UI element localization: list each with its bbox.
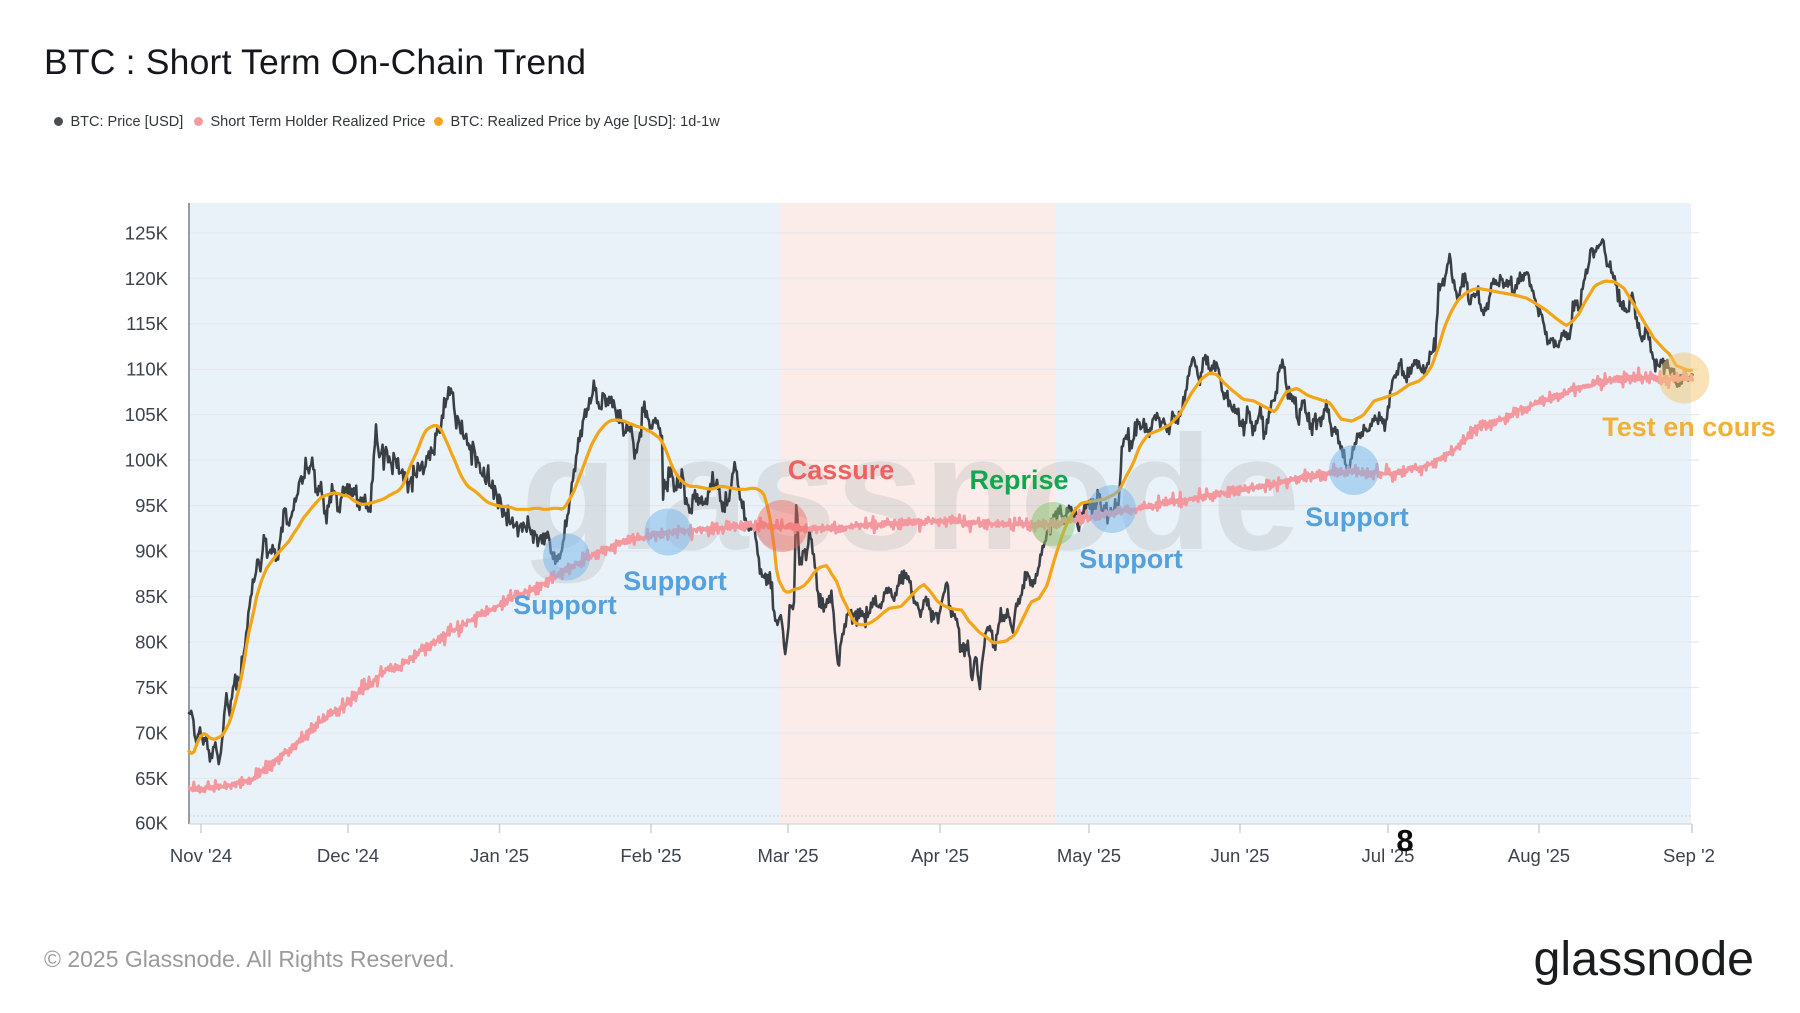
svg-text:Jul '25: Jul '25 xyxy=(1362,845,1415,866)
svg-text:Apr '25: Apr '25 xyxy=(911,845,969,866)
svg-text:May '25: May '25 xyxy=(1057,845,1121,866)
svg-text:Mar '25: Mar '25 xyxy=(757,845,818,866)
svg-text:125K: 125K xyxy=(125,222,169,243)
svg-text:70K: 70K xyxy=(135,723,169,744)
svg-text:85K: 85K xyxy=(135,586,169,607)
svg-text:glassnode: glassnode xyxy=(521,401,1300,584)
svg-text:60K: 60K xyxy=(135,812,169,833)
svg-text:Dec '24: Dec '24 xyxy=(317,845,379,866)
svg-text:95K: 95K xyxy=(135,495,169,516)
svg-text:105K: 105K xyxy=(125,404,169,425)
svg-text:Cassure: Cassure xyxy=(788,455,895,485)
svg-text:Feb '25: Feb '25 xyxy=(620,845,681,866)
svg-text:Reprise: Reprise xyxy=(969,465,1068,495)
svg-text:Support: Support xyxy=(623,566,726,596)
svg-text:Nov '24: Nov '24 xyxy=(170,845,232,866)
svg-text:Jun '25: Jun '25 xyxy=(1210,845,1269,866)
svg-text:75K: 75K xyxy=(135,677,169,698)
svg-text:glassnode: glassnode xyxy=(1534,933,1755,986)
svg-text:110K: 110K xyxy=(126,359,168,380)
svg-text:90K: 90K xyxy=(135,541,169,562)
svg-text:Support: Support xyxy=(1079,544,1182,574)
svg-text:Support: Support xyxy=(513,590,616,620)
svg-text:120K: 120K xyxy=(125,268,169,289)
svg-text:Support: Support xyxy=(1305,502,1408,532)
svg-text:115K: 115K xyxy=(126,313,168,334)
svg-text:8: 8 xyxy=(1396,823,1413,858)
svg-text:Sep '2: Sep '2 xyxy=(1663,845,1715,866)
svg-text:100K: 100K xyxy=(125,450,169,471)
svg-text:Aug '25: Aug '25 xyxy=(1508,845,1570,866)
svg-text:Jan '25: Jan '25 xyxy=(470,845,529,866)
svg-text:65K: 65K xyxy=(135,768,169,789)
svg-text:Test en cours: Test en cours xyxy=(1602,412,1776,442)
svg-text:80K: 80K xyxy=(135,632,169,653)
